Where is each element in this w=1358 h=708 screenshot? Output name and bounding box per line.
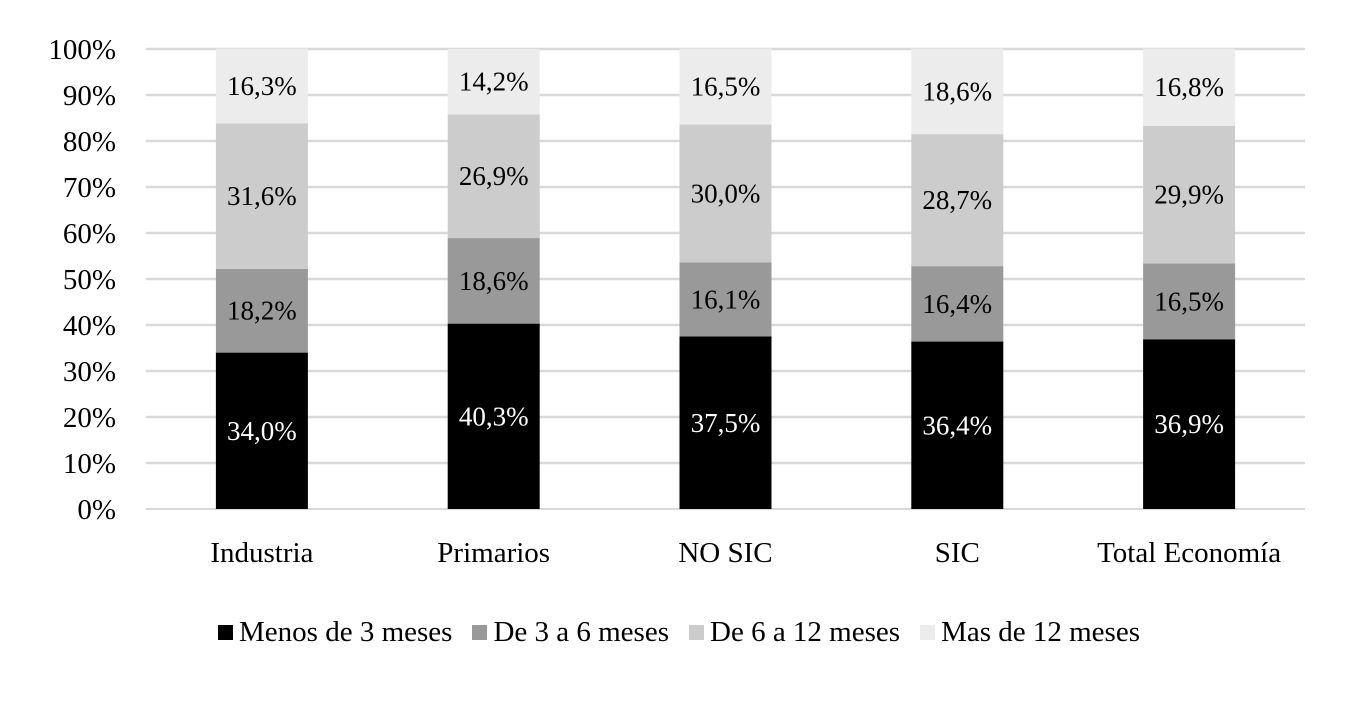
bar-segment xyxy=(679,124,772,263)
bar-segment xyxy=(911,48,1004,135)
bar-segment xyxy=(1143,339,1236,509)
y-tick-label: 100% xyxy=(48,34,116,66)
bar-segment xyxy=(215,48,308,124)
bar-segment xyxy=(215,123,308,269)
data-label: 36,4% xyxy=(922,410,992,440)
data-label: 18,2% xyxy=(227,296,297,326)
data-label: 30,0% xyxy=(691,178,761,208)
legend-item: Menos de 3 meses xyxy=(218,616,452,649)
bars: 34,0% 18,2% 31,6% 16,3% 40,3% 18,6% 26,9% 14,2%… xyxy=(215,48,1236,509)
data-label: 40,3% xyxy=(459,401,529,431)
bar-segment xyxy=(1143,48,1236,126)
bar-segment xyxy=(679,336,772,509)
legend-label: De 3 a 6 meses xyxy=(493,615,669,648)
bar-segment xyxy=(447,238,540,324)
y-tick-label: 90% xyxy=(63,80,116,112)
bar-segment xyxy=(679,262,772,337)
legend-label: Mas de 12 meses xyxy=(941,615,1140,648)
y-tick-label: 0% xyxy=(77,494,116,526)
legend-item: De 3 a 6 meses xyxy=(472,616,669,649)
x-category-label: SIC xyxy=(935,537,980,569)
legend-swatch xyxy=(472,624,488,640)
data-label: 29,9% xyxy=(1154,180,1224,210)
bar-segment xyxy=(447,114,540,239)
y-tick-label: 40% xyxy=(63,310,116,342)
legend-swatch xyxy=(689,624,704,640)
bar-segment xyxy=(215,268,308,353)
data-label: 16,1% xyxy=(691,284,761,314)
data-label: 16,5% xyxy=(691,71,761,101)
bar-segment xyxy=(679,48,772,125)
data-label: 18,6% xyxy=(922,76,992,106)
data-label: 34,0% xyxy=(227,416,297,446)
bar-segment xyxy=(1143,263,1236,340)
y-tick-label: 50% xyxy=(63,264,116,296)
y-tick-label: 10% xyxy=(63,448,116,480)
y-axis: 0% 10% 20% 30% 40% 50% 60% 70% 80% 90% 100% xyxy=(48,34,116,526)
bar-segment xyxy=(911,341,1004,509)
data-label: 31,6% xyxy=(227,181,297,211)
legend-swatch xyxy=(218,624,233,640)
data-label: 37,5% xyxy=(691,408,761,438)
bar-segment xyxy=(911,266,1004,342)
data-label: 16,5% xyxy=(1154,286,1224,316)
bar-segment xyxy=(447,49,540,115)
bar-segment xyxy=(1143,125,1236,264)
y-tick-label: 80% xyxy=(63,126,116,158)
y-tick-label: 70% xyxy=(63,172,116,204)
y-tick-label: 30% xyxy=(63,356,116,388)
stacked-bar-chart: 0% 10% 20% 30% 40% 50% 60% 70% 80% 90% 100% 34,0% 1… xyxy=(48,34,1305,569)
y-tick-label: 60% xyxy=(63,218,116,250)
x-category-label: Industria xyxy=(210,537,313,569)
x-category-label: Total Economía xyxy=(1097,537,1281,569)
x-category-label: Primarios xyxy=(437,537,550,569)
legend: Menos de 3 meses De 3 a 6 meses De 6 a 12 … xyxy=(0,612,1358,652)
legend-label: Menos de 3 meses xyxy=(239,615,453,648)
data-label: 14,2% xyxy=(459,67,529,97)
legend-swatch xyxy=(920,624,936,640)
y-tick-label: 20% xyxy=(63,402,116,434)
data-label: 26,9% xyxy=(459,161,529,191)
bar-segment xyxy=(911,134,1004,267)
data-label: 18,6% xyxy=(459,266,529,296)
bar-segment xyxy=(215,352,308,509)
x-category-label: NO SIC xyxy=(678,537,772,569)
data-label: 16,4% xyxy=(922,289,992,319)
legend-item: De 6 a 12 meses xyxy=(689,616,900,649)
data-label: 16,3% xyxy=(227,71,297,101)
legend-label: De 6 a 12 meses xyxy=(710,615,901,648)
data-label: 16,8% xyxy=(1154,72,1224,102)
x-axis: Industria Primarios NO SIC SIC Total Economí… xyxy=(210,537,1281,569)
legend-item: Mas de 12 meses xyxy=(920,616,1140,649)
data-label: 36,9% xyxy=(1154,409,1224,439)
bar-segment xyxy=(447,323,540,509)
data-label: 28,7% xyxy=(922,185,992,215)
